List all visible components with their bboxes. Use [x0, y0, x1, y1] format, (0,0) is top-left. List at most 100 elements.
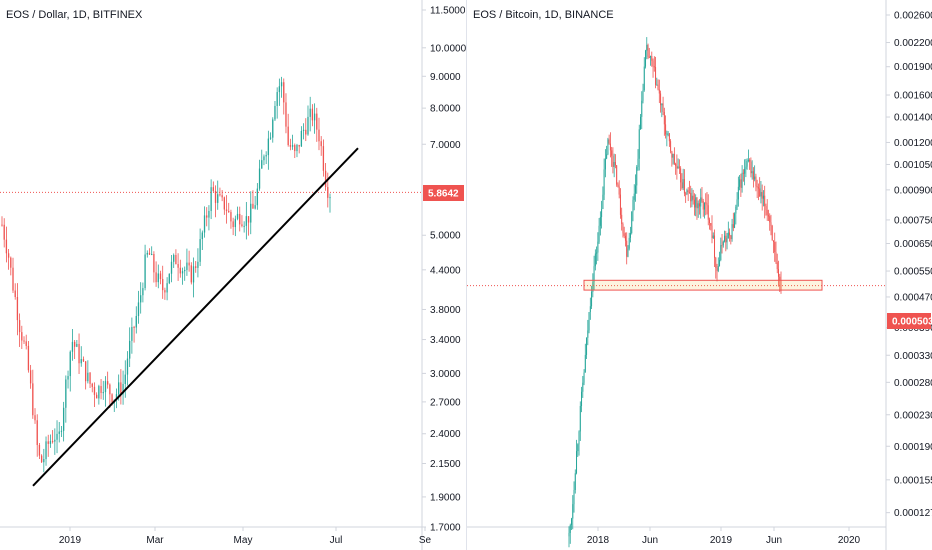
eos-usd-candle-body: [230, 212, 232, 222]
eos-btc-candle-body: [745, 166, 747, 169]
eos-btc-candle-body: [587, 330, 589, 338]
eos-usd-candle-body: [316, 113, 318, 130]
eos-btc-candle-body: [686, 190, 688, 194]
eos-usd-candle-body: [296, 144, 298, 152]
eos-usd-candle-body: [283, 82, 285, 103]
eos-usd-candle-body: [159, 273, 162, 279]
eos-btc-candle-body: [647, 44, 649, 57]
eos-usd-chart-panel[interactable]: 11.5000 10.0000 9.0000 8.0000 7.0000 5.0000 4.…: [0, 0, 467, 550]
eos-btc-candle-body: [691, 195, 693, 202]
eos-btc-support-zone[interactable]: [583, 279, 823, 291]
eos-usd-candle-body: [234, 218, 237, 228]
eos-btc-candle-body: [737, 186, 739, 200]
eos-btc-candle-body: [710, 223, 712, 226]
eos-btc-candle-body: [592, 282, 594, 292]
eos-btc-candle-body: [631, 211, 633, 234]
eos-btc-candle-body: [618, 186, 620, 195]
eos-usd-candle-body: [225, 209, 228, 211]
eos-usd-candle-body: [87, 372, 89, 382]
eos-btc-candle-body: [623, 233, 625, 236]
eos-btc-chart[interactable]: 0.0026000 0.0022000 0.0019000 0.0016000 0.00…: [467, 0, 932, 550]
eos-usd-candle-body: [47, 441, 49, 444]
eos-usd-candle-body: [170, 261, 173, 274]
eos-usd-candle-body: [247, 216, 250, 223]
eos-usd-candle-body: [62, 407, 65, 431]
eos-usd-candle-body: [23, 340, 25, 342]
eos-usd-candle-body: [29, 370, 32, 384]
eos-usd-candle-body: [153, 253, 155, 273]
eos-usd-candle-body: [71, 341, 74, 352]
eos-usd-candle-body: [14, 290, 16, 297]
eos-usd-y-tick-label: 1.9000: [430, 492, 461, 503]
eos-btc-candle-body: [756, 186, 758, 188]
eos-btc-candle-body: [729, 232, 731, 236]
eos-usd-candle-body: [49, 441, 52, 444]
eos-usd-candle-body: [38, 445, 41, 456]
eos-btc-candle-body: [663, 111, 665, 125]
eos-btc-candle-body: [724, 235, 726, 242]
eos-btc-candle-body: [774, 242, 776, 253]
eos-btc-candle-body: [750, 161, 752, 174]
eos-usd-candle-body: [133, 327, 135, 329]
eos-usd-trendline[interactable]: [32, 147, 359, 487]
eos-btc-candle-body: [648, 56, 650, 58]
eos-usd-candle-body: [135, 315, 137, 328]
eos-btc-candle-body: [717, 266, 719, 271]
eos-btc-candle-body: [589, 306, 591, 313]
eos-btc-candle-body: [761, 192, 763, 199]
eos-btc-candle-body: [627, 248, 629, 257]
eos-btc-candle-body: [755, 176, 757, 187]
eos-btc-candle-body: [667, 133, 669, 135]
eos-btc-y-tick-label: 0.0014000: [894, 113, 932, 124]
eos-usd-candle-body: [258, 168, 261, 189]
eos-btc-candle-body: [574, 473, 576, 490]
eos-usd-candle-body: [214, 191, 217, 203]
eos-usd-candle-body: [78, 343, 80, 364]
eos-usd-candle-body: [65, 379, 67, 408]
eos-usd-candle-body: [276, 92, 278, 106]
eos-btc-candle-body: [671, 151, 673, 158]
eos-usd-candles: [1, 76, 331, 473]
eos-usd-candle-body: [305, 129, 307, 135]
eos-btc-candle-body: [749, 159, 751, 162]
eos-usd-candle-body: [307, 116, 309, 135]
eos-btc-last-price-tag: [887, 313, 931, 329]
eos-usd-x-tick-label: 2019: [59, 535, 82, 546]
eos-usd-candle-body: [109, 384, 111, 395]
eos-btc-candle-body: [607, 139, 609, 155]
eos-btc-candle-body: [646, 44, 648, 51]
eos-btc-chart-panel[interactable]: 0.0026000 0.0022000 0.0019000 0.0016000 0.00…: [466, 0, 932, 550]
eos-usd-x-tick-label: Jul: [330, 535, 343, 546]
eos-btc-candle-body: [643, 66, 645, 91]
eos-usd-candle-body: [3, 224, 5, 240]
eos-usd-candle-body: [137, 302, 140, 316]
eos-btc-x-tick-label: 2018: [587, 535, 610, 546]
eos-usd-chart[interactable]: 11.5000 10.0000 9.0000 8.0000 7.0000 5.0000 4.…: [0, 0, 467, 550]
eos-btc-candle-body: [722, 241, 724, 246]
eos-btc-candle-body: [582, 382, 584, 392]
eos-usd-candle-body: [302, 129, 305, 131]
eos-btc-candle-body: [776, 262, 778, 270]
eos-usd-candle-body: [157, 273, 159, 283]
eos-btc-candle-body: [624, 235, 626, 241]
eos-btc-y-tick-label: 0.0001270: [894, 508, 932, 519]
eos-usd-candle-body: [129, 340, 131, 359]
eos-usd-candle-body: [118, 382, 120, 395]
eos-usd-candle-body: [25, 341, 27, 346]
eos-usd-candle-body: [241, 224, 243, 226]
eos-usd-x-tick-label: Se: [419, 535, 432, 546]
eos-btc-candle-body: [583, 372, 585, 383]
eos-usd-candle-body: [126, 358, 129, 375]
eos-usd-y-tick-label: 1.7000: [430, 523, 461, 534]
eos-usd-candle-body: [10, 257, 12, 268]
eos-btc-candle-body: [705, 202, 707, 204]
eos-usd-candle-body: [298, 144, 300, 147]
eos-btc-candle-body: [569, 525, 571, 533]
eos-btc-y-tick-label: 0.0003300: [894, 351, 932, 362]
eos-usd-candle-body: [318, 129, 320, 142]
eos-btc-candle-body: [584, 354, 586, 373]
eos-btc-candle-body: [690, 192, 692, 202]
eos-btc-candle-body: [666, 133, 668, 135]
eos-btc-candle-body: [712, 235, 714, 239]
eos-btc-candle-body: [739, 179, 741, 187]
